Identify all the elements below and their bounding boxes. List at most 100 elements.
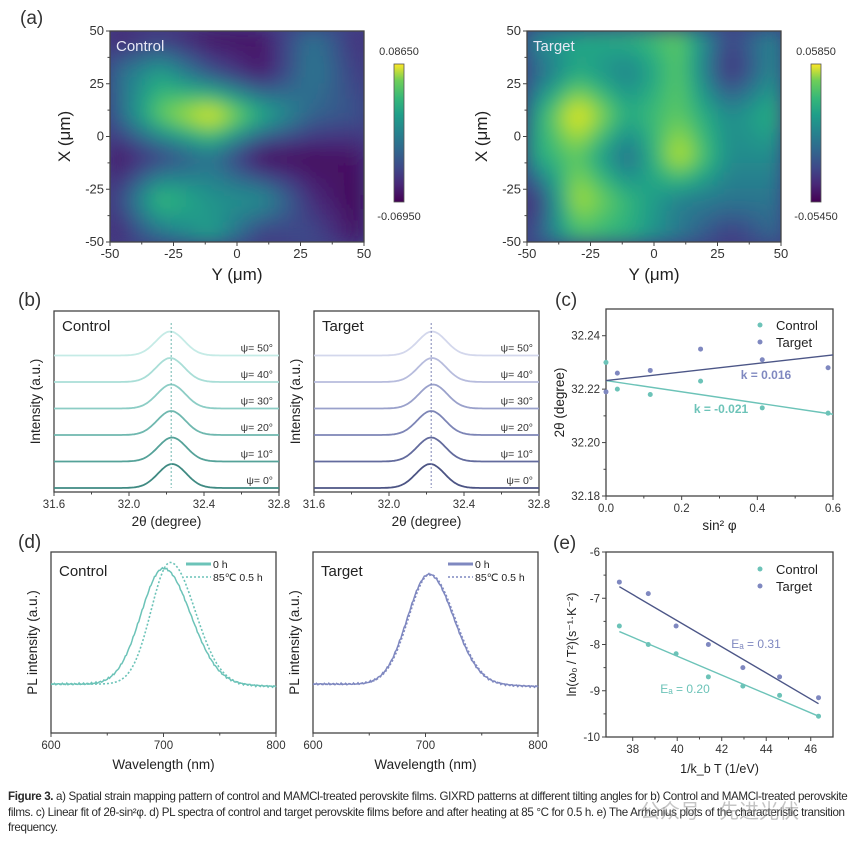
heatmap-cell	[198, 77, 206, 85]
fit-annotation-control: k = -0.021	[694, 402, 749, 416]
x-tick-label: 32.4	[453, 499, 476, 511]
heatmap-cell	[287, 199, 295, 206]
heatmap-cell	[767, 183, 776, 190]
heatmap-cell	[704, 77, 712, 85]
heatmap-cell	[551, 157, 560, 164]
heatmap-cell	[319, 67, 327, 74]
heatmap-cell	[166, 151, 174, 159]
heatmap-cell	[564, 146, 572, 153]
heatmap-cell	[242, 236, 251, 242]
heatmap-cell	[160, 120, 168, 127]
heatmap-cell	[742, 167, 750, 174]
heatmap-cell	[545, 146, 553, 153]
heatmap-cell	[767, 162, 776, 169]
heatmap-cell	[357, 194, 364, 201]
heatmap-cell	[357, 146, 364, 153]
heatmap-cell	[300, 146, 308, 153]
heatmap-cell	[628, 220, 636, 227]
heatmap-cell	[211, 183, 219, 190]
heatmap-cell	[628, 146, 636, 153]
heatmap-cell	[748, 35, 757, 43]
heatmap-cell	[691, 141, 699, 148]
heatmap-cell	[217, 56, 225, 64]
heatmap-cell	[344, 162, 352, 169]
heatmap-cell	[331, 130, 340, 137]
heatmap-cell	[274, 162, 282, 169]
heatmap-cell	[527, 151, 534, 159]
heatmap-cell	[570, 46, 579, 53]
heatmap-cell	[344, 62, 352, 69]
heatmap-cell	[602, 56, 611, 64]
heatmap-cell	[306, 99, 314, 106]
heatmap-cell	[615, 236, 623, 242]
heatmap-cell	[761, 77, 769, 85]
heatmap-cell	[545, 83, 553, 90]
heatmap-cell	[198, 72, 206, 79]
heatmap-cell	[236, 230, 244, 238]
heatmap-cell	[685, 125, 693, 132]
heatmap-cell	[293, 188, 301, 196]
heatmap-cell	[774, 120, 781, 127]
heatmap-cell	[577, 72, 585, 79]
heatmap-cell	[717, 215, 725, 222]
heatmap-cell	[736, 77, 744, 85]
heatmap-cell	[767, 51, 776, 58]
heatmap-cell	[173, 77, 181, 85]
heatmap-cell	[230, 204, 238, 211]
heatmap-cell	[653, 125, 661, 132]
heatmap-cell	[539, 172, 547, 180]
heatmap-cell	[179, 194, 187, 201]
heatmap-cell	[755, 72, 763, 79]
heatmap-cell	[128, 99, 136, 106]
heatmap-cell	[685, 151, 693, 159]
heatmap-cell	[173, 236, 181, 242]
heatmap-cell	[198, 146, 206, 153]
heatmap-cell	[306, 130, 314, 137]
heatmap-cell	[717, 114, 725, 122]
heatmap-cell	[350, 146, 359, 153]
heatmap-cell	[570, 172, 579, 180]
y-tick-label: 32.20	[571, 438, 600, 450]
heatmap-cell	[153, 141, 162, 148]
heatmap-cell	[653, 93, 661, 101]
heatmap-cell	[710, 77, 718, 85]
heatmap-cell	[729, 125, 738, 132]
heatmap-cell	[736, 99, 744, 106]
heatmap-cell	[242, 46, 251, 53]
heatmap-cell	[223, 236, 232, 242]
heatmap-cell	[357, 183, 364, 190]
x-tick-label: 50	[774, 246, 788, 261]
heatmap-cell	[211, 120, 219, 127]
heatmap-cell	[300, 109, 308, 116]
heatmap-cell	[748, 120, 757, 127]
heatmap-cell	[532, 157, 541, 164]
heatmap-cell	[128, 183, 136, 190]
heatmap-title: Target	[533, 38, 576, 55]
heatmap-cell	[261, 183, 270, 190]
x-tick-label: 600	[41, 740, 60, 752]
heatmap-cell	[204, 77, 213, 85]
heatmap-cell	[160, 225, 168, 232]
heatmap-cell	[153, 120, 162, 127]
heatmap-cell	[230, 56, 238, 64]
heatmap-cell	[666, 236, 674, 242]
heatmap-cell	[583, 204, 591, 211]
heatmap-cell	[173, 31, 181, 37]
heatmap-cell	[609, 77, 617, 85]
heatmap-cell	[173, 146, 181, 153]
heatmap-cell	[723, 83, 731, 90]
heatmap-cell	[577, 41, 585, 48]
heatmap-cell	[331, 88, 340, 95]
heatmap-cell	[558, 130, 566, 137]
heatmap-cell	[153, 41, 162, 48]
heatmap-cell	[697, 220, 706, 227]
heatmap-cell	[602, 109, 611, 116]
heatmap-cell	[596, 72, 604, 79]
heatmap-cell	[710, 236, 718, 242]
heatmap-cell	[293, 230, 301, 238]
heatmap-cell	[287, 93, 295, 101]
heatmap-cell	[710, 209, 718, 217]
x-tick-label: 600	[303, 740, 322, 752]
heatmap-cell	[261, 162, 270, 169]
heatmap-cell	[287, 125, 295, 132]
